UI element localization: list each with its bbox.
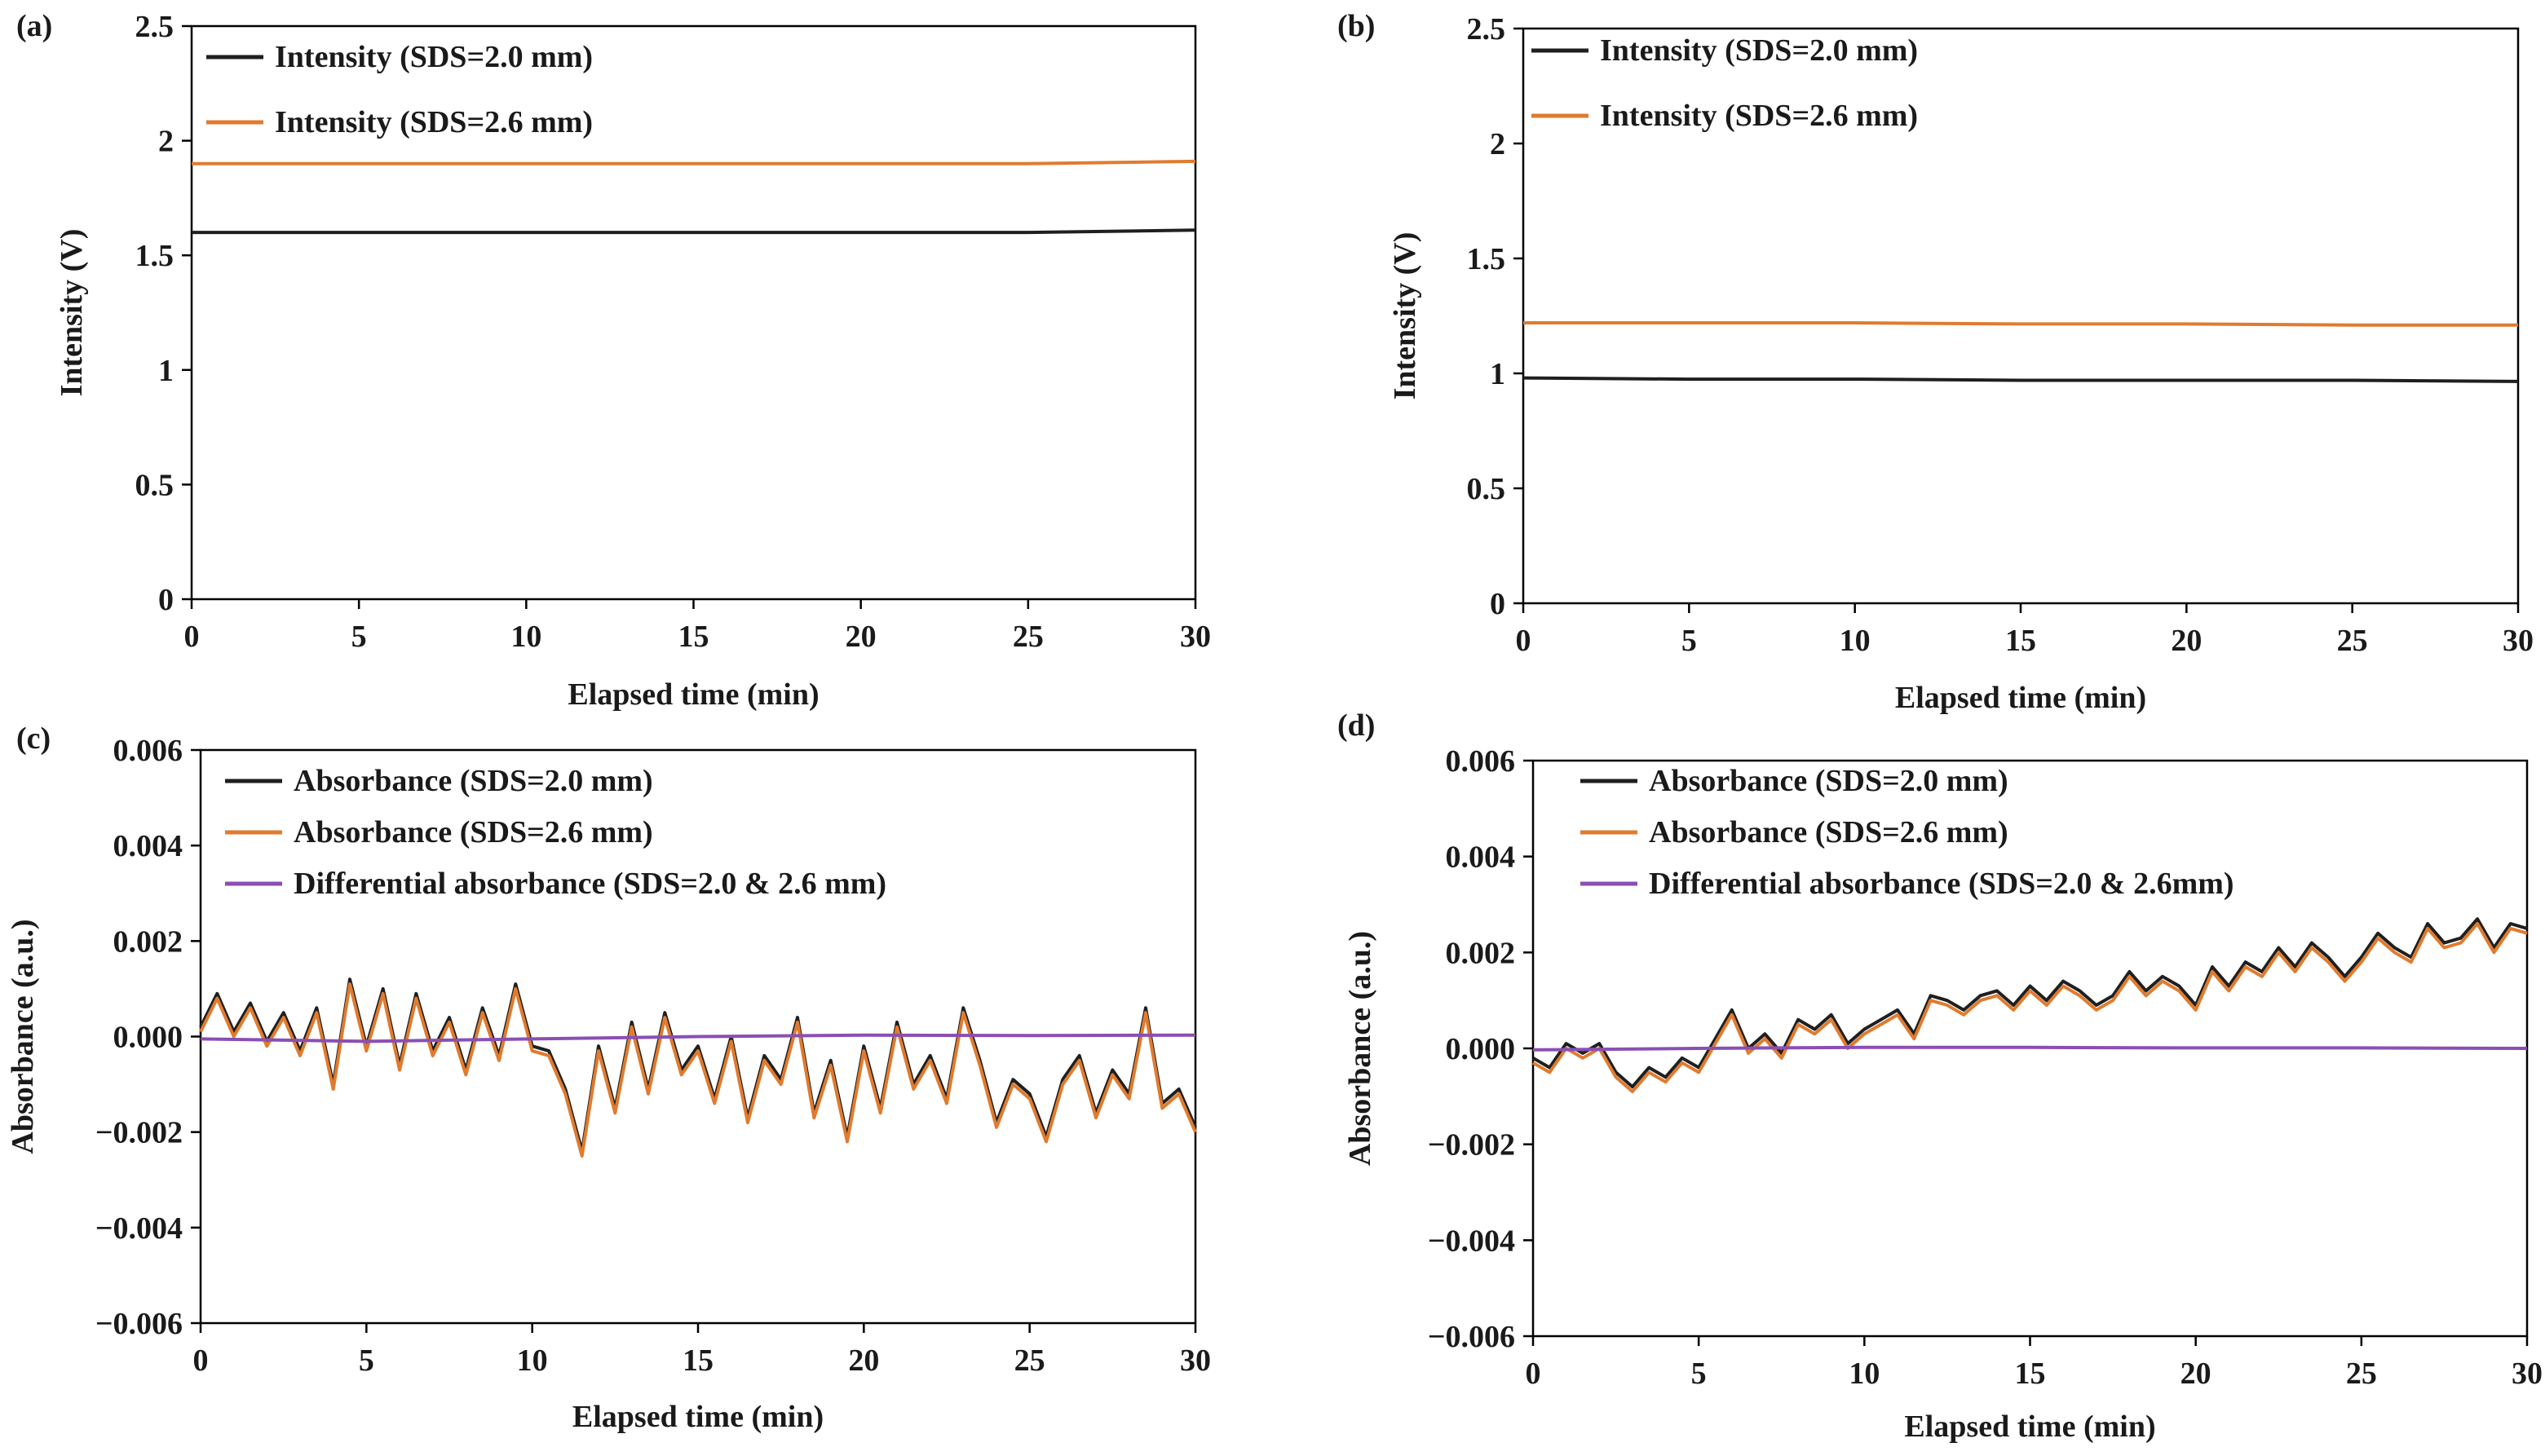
- x-tick-label: 30: [1180, 1343, 1211, 1378]
- y-tick-label: 0.002: [1446, 936, 1516, 970]
- legend-label: Intensity (SDS=2.0 mm): [275, 40, 593, 74]
- legend-label: Differential absorbance (SDS=2.0 & 2.6mm…: [1649, 867, 2234, 901]
- y-tick-label: 1.5: [1467, 242, 1506, 276]
- x-tick-label: 15: [678, 620, 709, 654]
- x-tick-label: 15: [2005, 624, 2036, 658]
- x-tick-label: 20: [2180, 1357, 2211, 1391]
- series-line-2: [1532, 922, 2528, 1093]
- y-tick-label: 0: [1490, 587, 1505, 621]
- series-line-1: [192, 228, 1196, 235]
- y-tick-label: −0.002: [1428, 1128, 1515, 1163]
- y-tick-label: 0: [158, 583, 174, 617]
- x-tick-label: 0: [193, 1343, 209, 1378]
- legend-label: Intensity (SDS=2.6 mm): [1600, 99, 1918, 133]
- y-axis-label: Intensity (V): [55, 229, 89, 397]
- y-tick-label: 2: [1490, 127, 1505, 161]
- series-line-3: [200, 1033, 1196, 1043]
- series-line-1: [1522, 376, 2519, 383]
- legend-label: Absorbance (SDS=2.6 mm): [294, 815, 653, 849]
- x-tick-label: 5: [351, 620, 367, 654]
- x-tick-label: 15: [2015, 1357, 2046, 1391]
- legend-label: Absorbance (SDS=2.0 mm): [294, 764, 653, 798]
- y-tick-label: 0.004: [1446, 841, 1516, 875]
- x-axis-label: Elapsed time (min): [568, 677, 819, 712]
- y-tick-label: 1: [158, 354, 174, 388]
- y-tick-label: −0.004: [95, 1211, 183, 1246]
- y-tick-label: 2.5: [135, 10, 175, 44]
- x-tick-label: 10: [1849, 1357, 1880, 1391]
- y-tick-label: 0.5: [135, 468, 175, 502]
- series-line-2: [199, 982, 1197, 1158]
- legend-label: Absorbance (SDS=2.6 mm): [1649, 815, 2008, 849]
- x-tick-label: 10: [510, 620, 541, 654]
- x-tick-label: 20: [848, 1343, 879, 1378]
- x-tick-label: 25: [1013, 620, 1044, 654]
- series-line-2: [1523, 321, 2518, 327]
- x-tick-label: 25: [2346, 1357, 2377, 1391]
- panel-label: (b): [1337, 9, 1375, 43]
- panel-label: (a): [16, 9, 52, 43]
- y-tick-label: 0.006: [113, 734, 183, 768]
- panel-label: (d): [1337, 708, 1375, 743]
- y-axis-label: Intensity (V): [1388, 232, 1422, 400]
- x-tick-label: 25: [1014, 1343, 1045, 1378]
- y-tick-label: −0.002: [95, 1116, 183, 1150]
- y-tick-label: −0.006: [1428, 1320, 1515, 1354]
- y-tick-label: 2.5: [1467, 12, 1506, 46]
- legend-label: Intensity (SDS=2.6 mm): [275, 105, 593, 139]
- x-tick-label: 25: [2337, 624, 2368, 658]
- x-tick-label: 30: [1180, 620, 1211, 654]
- y-tick-label: 1: [1490, 357, 1505, 391]
- x-tick-label: 0: [1526, 1357, 1541, 1391]
- series-line-3: [1532, 1045, 2528, 1052]
- y-tick-label: −0.006: [95, 1307, 183, 1341]
- y-tick-label: 0.004: [113, 829, 183, 863]
- y-tick-label: 0.000: [113, 1021, 183, 1055]
- series-line-2: [192, 159, 1196, 165]
- y-axis-label: Absorbance (a.u.): [6, 919, 40, 1154]
- legend-label: Differential absorbance (SDS=2.0 & 2.6 m…: [294, 867, 886, 901]
- x-tick-label: 0: [184, 620, 200, 654]
- x-axis-label: Elapsed time (min): [572, 1400, 824, 1434]
- x-tick-label: 30: [2512, 1357, 2543, 1391]
- y-tick-label: 2: [158, 125, 174, 159]
- y-tick-label: 0.000: [1446, 1032, 1516, 1066]
- panel-label: (c): [16, 721, 51, 756]
- x-tick-label: 5: [1691, 1357, 1707, 1391]
- x-tick-label: 20: [846, 620, 877, 654]
- x-tick-label: 5: [359, 1343, 374, 1378]
- x-tick-label: 30: [2503, 624, 2534, 658]
- x-tick-label: 10: [517, 1343, 548, 1378]
- x-tick-label: 10: [1840, 624, 1871, 658]
- series-line-1: [1532, 917, 2528, 1089]
- x-axis-label: Elapsed time (min): [1904, 1410, 2155, 1444]
- y-axis-label: Absorbance (a.u.): [1343, 931, 1377, 1166]
- y-tick-label: −0.004: [1428, 1224, 1515, 1258]
- y-tick-label: 0.5: [1467, 472, 1506, 506]
- y-tick-label: 0.006: [1446, 744, 1516, 779]
- x-tick-label: 5: [1681, 624, 1697, 658]
- series-line-1: [199, 977, 1197, 1154]
- y-tick-label: 0.002: [113, 924, 183, 959]
- x-axis-label: Elapsed time (min): [1895, 681, 2146, 715]
- legend-label: Intensity (SDS=2.0 mm): [1600, 33, 1918, 68]
- legend-label: Absorbance (SDS=2.0 mm): [1649, 764, 2008, 798]
- x-tick-label: 20: [2171, 624, 2202, 658]
- x-tick-label: 15: [683, 1343, 714, 1378]
- y-tick-label: 1.5: [135, 239, 175, 273]
- x-tick-label: 0: [1516, 624, 1531, 658]
